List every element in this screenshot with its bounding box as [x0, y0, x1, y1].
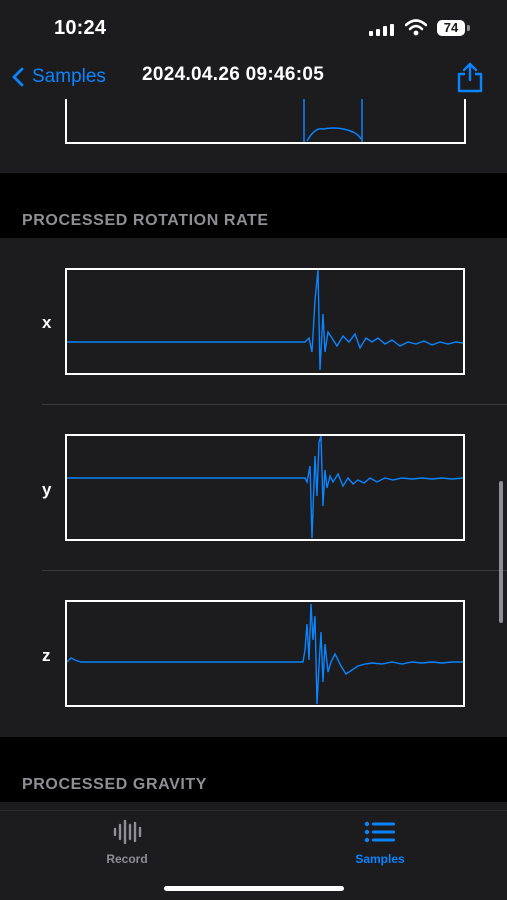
rotation-chart-y[interactable]: [65, 434, 465, 541]
page-title: 2024.04.26 09:46:05: [142, 64, 325, 85]
scroll-indicator[interactable]: [499, 481, 503, 623]
wifi-icon: [405, 19, 427, 36]
nav-bar: Samples 2024.04.26 09:46:05: [0, 55, 507, 99]
list-icon: [364, 821, 395, 843]
previous-chart: [65, 99, 466, 144]
row-separator: [42, 404, 507, 405]
section-header-rotation-rate: PROCESSED ROTATION RATE: [22, 212, 269, 229]
battery-tip: [467, 25, 470, 31]
row-separator: [42, 570, 507, 571]
rotation-rate-panel: x y y z: [0, 238, 507, 737]
tab-samples[interactable]: Samples: [325, 819, 435, 866]
section-header-gravity: PROCESSED GRAVITY: [22, 776, 208, 793]
axis-label-x: x: [42, 313, 52, 332]
tab-bar: Record Samples: [0, 810, 507, 900]
axis-label-z: z: [42, 646, 51, 665]
rotation-chart-z[interactable]: [65, 600, 465, 707]
back-button-label: Samples: [32, 66, 106, 87]
previous-chart-panel: [0, 99, 507, 173]
axis-label-y-visible: y: [42, 480, 52, 499]
status-bar: 10:24 74: [0, 0, 507, 55]
battery-icon: 74: [437, 20, 465, 36]
status-time: 10:24: [54, 17, 107, 39]
back-button[interactable]: Samples: [12, 62, 106, 92]
tab-samples-label: Samples: [355, 852, 405, 866]
rotation-chart-x[interactable]: [65, 268, 465, 375]
gravity-panel: [0, 802, 507, 810]
home-indicator[interactable]: [164, 886, 344, 891]
tab-record[interactable]: Record: [72, 819, 182, 866]
share-icon[interactable]: [455, 61, 485, 93]
tab-record-label: Record: [106, 852, 148, 866]
samples-detail-content[interactable]: PROCESSED ROTATION RATE x y y z PROCESSE…: [0, 99, 507, 810]
chevron-left-icon: [12, 67, 24, 87]
cellular-signal-icon: [369, 24, 394, 36]
waveform-icon: [113, 819, 142, 845]
